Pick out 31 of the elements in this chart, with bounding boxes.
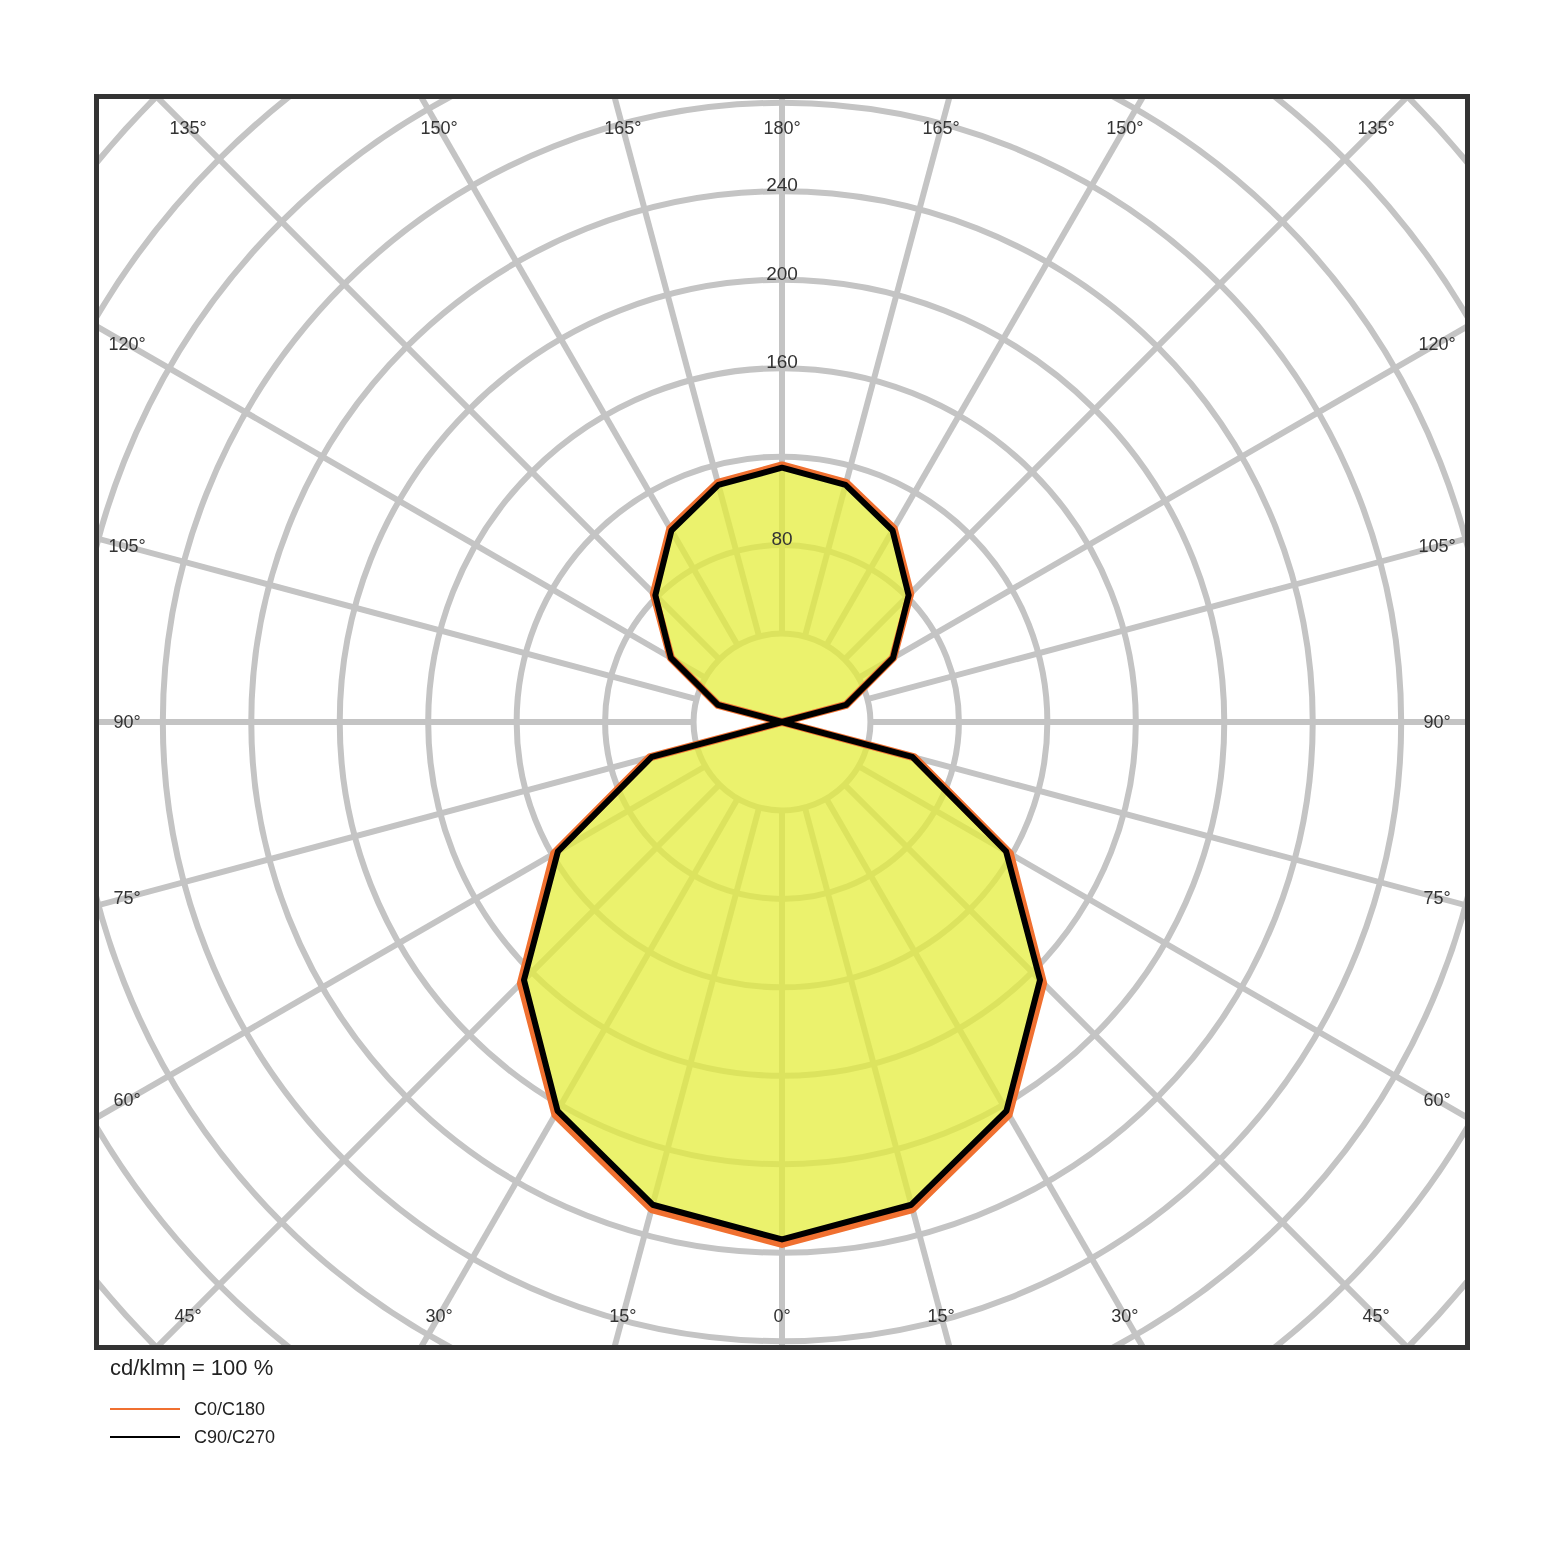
legend-label: C0/C180 [194, 1398, 266, 1420]
spoke-label: 135° [169, 118, 207, 138]
spoke-label: 105° [1418, 536, 1456, 557]
spoke-label: 0° [773, 1306, 791, 1326]
spoke-label: 90° [113, 712, 141, 732]
spoke-label: 15° [927, 1306, 955, 1326]
spoke-label: 30° [425, 1306, 453, 1326]
spoke-label: 75° [1423, 887, 1451, 908]
spoke-label: 120° [1418, 333, 1456, 354]
spoke-label: 150° [420, 118, 458, 138]
spoke-label: 75° [113, 887, 141, 908]
text: cd/klmη = 100 % [110, 1355, 274, 1381]
spoke-label: 60° [1423, 1090, 1451, 1111]
spoke-label: 165° [922, 118, 960, 138]
spoke-label: 45° [174, 1306, 202, 1326]
spoke-label: 105° [108, 536, 146, 557]
y-tick-label: 160 [766, 351, 798, 373]
y-tick-label: 240 [766, 174, 798, 196]
y-tick-label: 200 [766, 262, 798, 284]
spoke-label: 60° [113, 1090, 141, 1111]
spoke-label: 120° [108, 333, 146, 354]
y-tick-label: 80 [771, 528, 793, 550]
spoke-label: 15° [609, 1306, 637, 1326]
spoke-label: 150° [1106, 118, 1144, 138]
spoke-label: 90° [1423, 712, 1451, 732]
spoke-label: 180° [763, 118, 801, 138]
legend-label: C90/C270 [194, 1426, 276, 1448]
spoke-label: 45° [1362, 1306, 1390, 1326]
spoke-label: 135° [1357, 118, 1395, 138]
spoke-label: 30° [1111, 1306, 1139, 1326]
spoke-label: 165° [604, 118, 642, 138]
